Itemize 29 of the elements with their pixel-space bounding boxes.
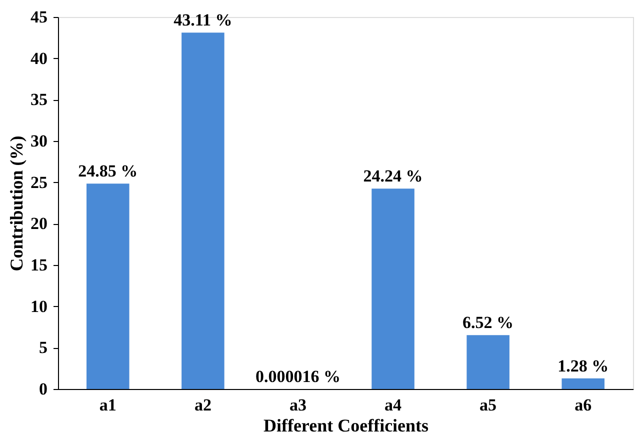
y-tick-label: 30 (30, 132, 48, 150)
x-axis-title: Different Coefficients (263, 416, 429, 436)
x-tick-label: a2 (194, 396, 212, 414)
x-tick-label: a5 (480, 396, 497, 414)
bar (182, 32, 224, 389)
bar (562, 378, 604, 389)
x-tick-label: a6 (574, 396, 592, 414)
y-tick-label: 40 (30, 48, 48, 68)
y-tick-label: 5 (39, 338, 48, 358)
y-tick-label: 0 (39, 380, 48, 398)
x-tick-label: a1 (99, 396, 116, 414)
data-label: 1.28 % (558, 356, 609, 376)
data-label: 43.11 % (174, 10, 232, 30)
data-label: 24.24 % (363, 166, 423, 186)
data-label: 0.000016 % (255, 367, 340, 386)
y-axis-title: Contribution (%) (6, 136, 26, 272)
bar (466, 335, 510, 389)
y-tick-label: 15 (30, 256, 48, 274)
bar (86, 184, 130, 389)
y-tick-label: 45 (30, 8, 48, 26)
y-tick-label: 20 (30, 214, 48, 234)
x-tick-label: a4 (384, 396, 402, 414)
x-tick-label: a3 (289, 396, 306, 414)
data-label: 24.85 % (78, 162, 138, 181)
bar (372, 188, 414, 389)
data-label: 6.52 % (462, 313, 514, 332)
y-tick-label: 10 (30, 296, 48, 316)
y-tick-label: 25 (30, 172, 48, 192)
y-tick-label: 35 (30, 90, 48, 110)
